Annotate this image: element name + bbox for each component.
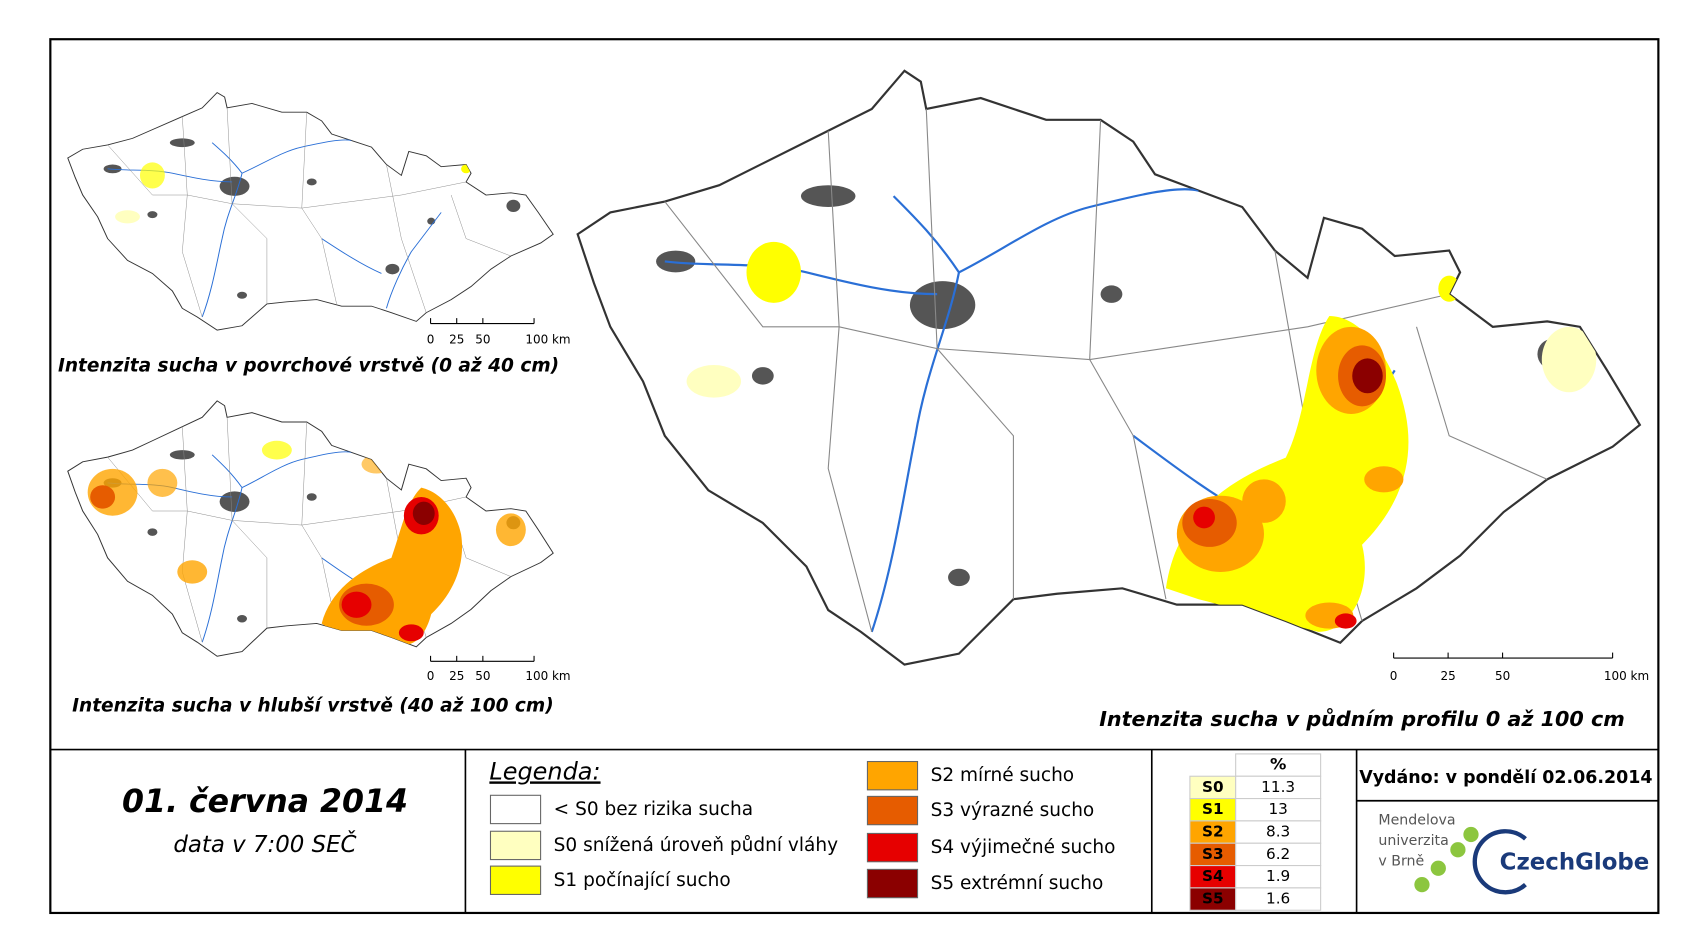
scale-label: 25 <box>449 669 464 683</box>
time: data v 7:00 SEČ <box>173 830 356 858</box>
table-class: S0 <box>1202 778 1224 796</box>
date: 01. června 2014 <box>122 784 408 820</box>
mendel-logo: Mendelova univerzita v Brně <box>1378 812 1479 893</box>
legend-label: S1 počínající sucho <box>554 870 731 891</box>
scale-bars: 0 25 50 100 km 0 25 50 100 km 0 25 50 100 km <box>427 318 1649 683</box>
legend-swatch <box>489 865 542 895</box>
map-title: Intenzita sucha v povrchové vrstvě (0 až… <box>58 356 559 377</box>
table-value: 8.3 <box>1266 823 1290 841</box>
table-class: S1 <box>1202 800 1224 818</box>
legend-label: S2 mírné sucho <box>931 765 1075 786</box>
legend-label: < S0 bez rizika sucha <box>554 799 753 820</box>
table-value: 1.6 <box>1266 890 1290 908</box>
scale-label: 0 <box>1390 669 1398 683</box>
legend-label: S4 výjimečné sucho <box>931 837 1116 858</box>
scale-label: 100 km <box>1604 669 1649 683</box>
table-header: % <box>1270 755 1286 774</box>
logo-text: Mendelova <box>1378 812 1455 828</box>
scale-label: 0 <box>427 669 435 683</box>
table-value: 1.9 <box>1266 867 1290 885</box>
legend-title: Legenda: <box>489 757 600 785</box>
scale-label: 25 <box>449 332 464 346</box>
table-value: 6.2 <box>1266 845 1290 863</box>
table-class: S2 <box>1202 823 1224 841</box>
table-value-cell <box>1235 887 1322 911</box>
map-title: Intenzita sucha v hlubší vrstvě (40 až 1… <box>72 695 554 716</box>
legend-swatch <box>866 832 919 863</box>
legend-label: S0 snížená úroveň půdní vláhy <box>554 834 838 856</box>
table-class: S3 <box>1202 845 1224 863</box>
logo-text: v Brně <box>1378 854 1424 870</box>
logo-text: univerzita <box>1378 833 1448 849</box>
legend-swatch <box>866 868 919 899</box>
legend-label: S3 výrazné sucho <box>931 800 1095 821</box>
scale-label: 50 <box>1495 669 1510 683</box>
table-class: S4 <box>1202 867 1224 885</box>
legend-swatch <box>866 795 919 826</box>
legend: < S0 bez rizika sucha S0 snížená úroveň p… <box>489 760 1116 899</box>
table-value: 11.3 <box>1261 778 1295 796</box>
scale-label: 25 <box>1440 669 1455 683</box>
legend-label: S5 extrémní sucho <box>931 873 1104 894</box>
table-value: 13 <box>1268 800 1287 818</box>
scale-label: 100 km <box>525 669 570 683</box>
czechglobe-logo: CzechGlobe <box>1472 829 1650 895</box>
table-class: S5 <box>1202 890 1224 908</box>
legend-swatch <box>489 830 542 861</box>
scale-label: 0 <box>427 332 435 346</box>
logo-text: CzechGlobe <box>1500 849 1650 875</box>
panel-lines <box>50 748 1659 913</box>
stats-table: % S0 11.3 S1 13 S2 8.3 S3 6.2 S4 1.9 S5 1.6 <box>1189 753 1322 911</box>
map-title: Intenzita sucha v půdním profilu 0 až 10… <box>1099 706 1625 731</box>
scale-label: 100 km <box>525 332 570 346</box>
issued: Vydáno: v pondělí 02.06.2014 <box>1359 768 1652 788</box>
scale-label: 50 <box>475 669 490 683</box>
scale-label: 50 <box>475 332 490 346</box>
legend-swatch <box>489 794 542 825</box>
legend-swatch <box>866 760 919 791</box>
